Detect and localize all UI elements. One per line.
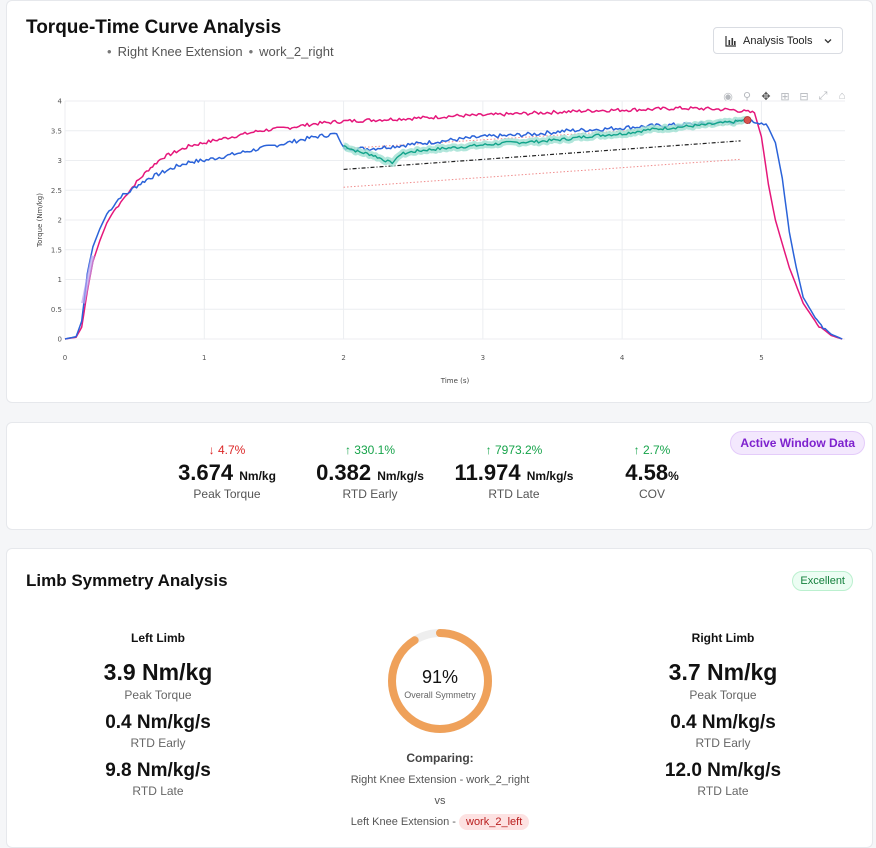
onset-highlight: [81, 255, 95, 304]
right-rtd-early-label: RTD Early: [695, 736, 751, 750]
symmetry-percent: 91%: [421, 667, 459, 687]
right-rtd-early-value: 0.4 Nm/kg/s: [670, 712, 776, 733]
x-tick-label: 4: [620, 354, 625, 362]
y-tick-label: 1: [58, 276, 62, 284]
left-rtd-late-label: RTD Late: [132, 784, 184, 798]
symmetry-rating-badge: Excellent: [792, 571, 853, 591]
metric-value: 4.58: [625, 460, 669, 485]
metric-rtd-early: ↑ 330.1% 0.382 Nm/kg/s RTD Early: [304, 443, 436, 501]
plot-modebar: ◉ ⚲ ✥ ⊞ ⊟ ⤢ ⌂: [721, 89, 849, 103]
gauge-arc: [388, 629, 492, 733]
trend-guide-line: [343, 158, 741, 188]
second-exercise: Left Knee Extension: [350, 816, 450, 828]
metric-rtd-late: ↑ 7973.2% 11.974 Nm/kg/s RTD Late: [442, 443, 586, 501]
chevron-down-icon: [824, 38, 831, 43]
symmetry-title: Limb Symmetry Analysis: [26, 571, 228, 590]
right-peak-value: 3.7 Nm/kg: [668, 659, 778, 685]
right-peak-label: Peak Torque: [689, 688, 757, 702]
metric-value: 11.974: [454, 460, 521, 485]
y-tick-label: 2: [58, 217, 62, 225]
chart-subtitle: • Right Knee Extension • work_2_right: [107, 44, 334, 59]
gauge-center: 91% Overall Symmetry: [386, 667, 494, 700]
y-tick-label: 3.5: [51, 127, 62, 135]
metric-label: RTD Late: [488, 487, 540, 501]
metric-change: ↑ 2.7%: [633, 443, 671, 457]
metric-label: Peak Torque: [193, 487, 261, 501]
limb-symmetry-card: Limb Symmetry Analysis Excellent Left Li…: [6, 548, 873, 848]
peak-marker: [743, 116, 752, 124]
left-peak-label: Peak Torque: [124, 688, 192, 702]
trend-guide-line: [343, 140, 741, 171]
x-tick-label: 0: [63, 354, 67, 362]
metrics-card: Active Window Data ↓ 4.7% 3.674 Nm/kg Pe…: [6, 422, 873, 530]
left-rtd-late-value: 9.8 Nm/kg/s: [105, 760, 211, 781]
home-icon[interactable]: ⌂: [838, 90, 846, 102]
bar-chart-icon: [725, 35, 736, 47]
right-limb-heading: Right Limb: [691, 631, 755, 645]
torque-time-plot[interactable]: 0 0.5 1 1.5 2 2.5 3 3.5 4 0 1 2 3 4 5 Time (s) Torque (N…: [7, 1, 874, 404]
second-dash: -: [452, 816, 456, 828]
bullet-icon: •: [248, 44, 254, 59]
x-axis-title: Time (s): [440, 377, 470, 385]
symmetry-gauge: [388, 629, 492, 733]
left-limb-panel: Left Limb 3.9 Nm/kg Peak Torque 0.4 Nm/k…: [38, 631, 278, 798]
y-tick-label: 3: [58, 157, 62, 165]
second-session-pill: work_2_left: [459, 814, 530, 830]
metric-unit: Nm/kg: [239, 469, 276, 483]
zoom-out-icon[interactable]: ⊟: [799, 90, 809, 103]
torque-chart-card: Torque-Time Curve Analysis • Right Knee …: [6, 0, 873, 403]
left-peak-value: 3.9 Nm/kg: [103, 659, 213, 685]
active-window-badge: Active Window Data: [730, 431, 865, 455]
metric-label: RTD Early: [342, 487, 398, 501]
y-tick-label: 4: [58, 98, 63, 106]
blue-series-line: [64, 118, 843, 340]
camera-icon[interactable]: ◉: [723, 90, 733, 103]
chart-title: Torque-Time Curve Analysis: [26, 17, 282, 38]
metric-unit: Nm/kg/s: [526, 469, 574, 483]
bullet-icon: •: [107, 44, 112, 59]
x-tick-label: 3: [481, 354, 485, 362]
comparing-heading: Comparing:: [406, 751, 474, 765]
autoscale-icon[interactable]: ⤢: [818, 89, 828, 102]
metric-label: COV: [638, 487, 665, 501]
y-axis-title: Torque (Nm/kg): [36, 193, 44, 248]
y-tick-label: 0: [58, 336, 62, 344]
left-rtd-early-value: 0.4 Nm/kg/s: [105, 712, 211, 733]
metric-value: 0.382: [316, 460, 372, 485]
x-tick-label: 1: [202, 354, 206, 362]
zoom-in-icon[interactable]: ⊞: [780, 90, 790, 103]
y-tick-label: 0.5: [51, 306, 62, 314]
right-rtd-late-value: 12.0 Nm/kg/s: [664, 760, 782, 781]
pan-icon[interactable]: ✥: [761, 90, 771, 103]
analysis-tools-button[interactable]: Analysis Tools: [713, 27, 843, 54]
y-tick-label: 1.5: [51, 246, 62, 254]
metric-cov: ↑ 2.7% 4.58% COV: [587, 443, 717, 501]
metric-unit: Nm/kg/s: [377, 469, 424, 483]
x-tick-label: 5: [759, 354, 763, 362]
left-limb-heading: Left Limb: [131, 631, 185, 645]
y-tick-label: 2.5: [51, 187, 62, 195]
symmetry-gauge-label: Overall Symmetry: [404, 690, 476, 700]
right-rtd-late-label: RTD Late: [697, 784, 749, 798]
metric-peak-torque: ↓ 4.7% 3.674 Nm/kg Peak Torque: [162, 443, 292, 501]
metric-change: ↑ 7973.2%: [485, 443, 543, 457]
analysis-tools-label: Analysis Tools: [743, 34, 813, 47]
comparing-vs: vs: [434, 795, 446, 807]
zoom-icon[interactable]: ⚲: [742, 90, 752, 103]
comparing-block: Comparing: Right Knee Extension - work_2…: [317, 751, 563, 837]
metric-change: ↑ 330.1%: [344, 443, 396, 457]
subtitle-session: work_2_right: [259, 44, 334, 59]
right-limb-panel: Right Limb 3.7 Nm/kg Peak Torque 0.4 Nm/…: [603, 631, 843, 798]
subtitle-exercise: Right Knee Extension: [117, 44, 243, 59]
metric-value: 3.674: [178, 460, 234, 485]
comparing-first: Right Knee Extension - work_2_right: [350, 774, 530, 786]
x-tick-label: 2: [341, 354, 345, 362]
metric-unit: %: [668, 469, 679, 483]
teal-series-line: [343, 118, 748, 165]
pink-series-line: [64, 105, 843, 340]
left-rtd-early-label: RTD Early: [130, 736, 186, 750]
metric-change: ↓ 4.7%: [208, 443, 246, 457]
comparing-second: Left Knee Extension - work_2_left: [317, 814, 563, 830]
